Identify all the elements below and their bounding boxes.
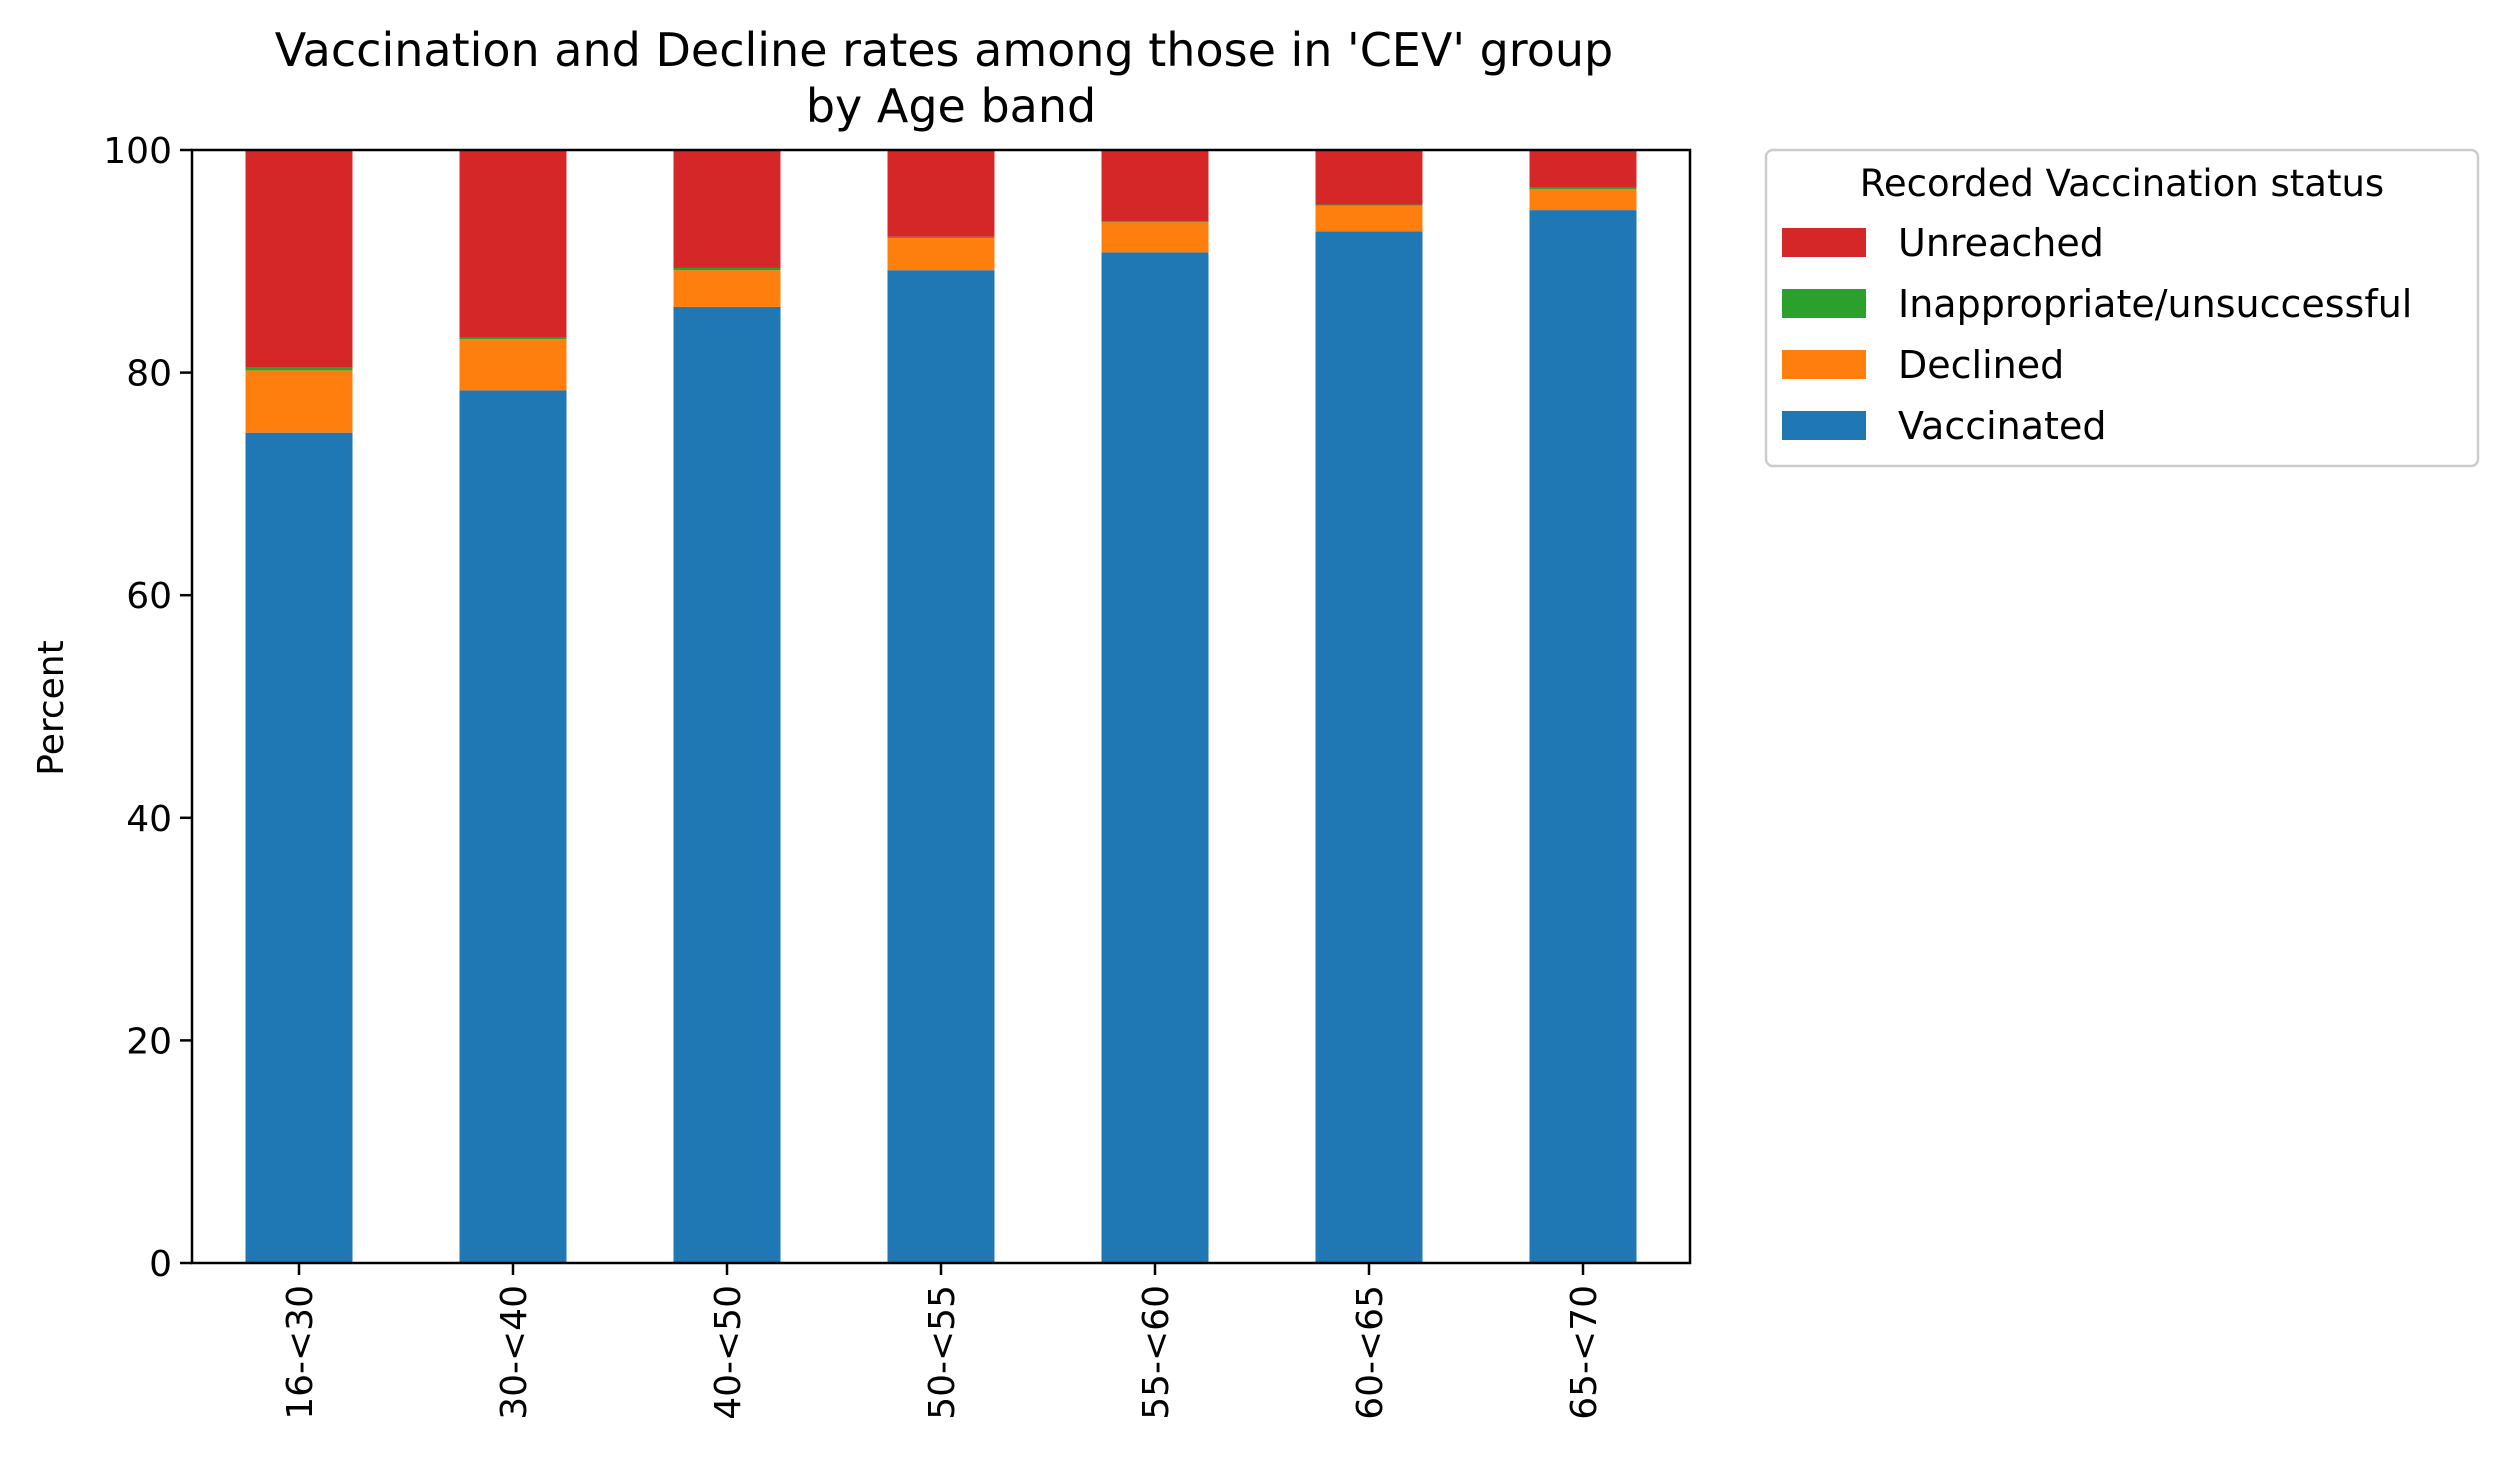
- y-tick-label: 60: [126, 576, 172, 617]
- bar-inappropriate-unsuccessful-40-50: [673, 267, 781, 271]
- y-tick-label: 100: [103, 131, 172, 172]
- bar-declined-50-55: [887, 237, 995, 271]
- legend-swatch-inappropriate-unsuccessful: [1782, 289, 1866, 318]
- bar-inappropriate-unsuccessful-55-60: [1101, 221, 1209, 223]
- bar-inappropriate-unsuccessful-30-40: [459, 336, 567, 340]
- bars-layer: [245, 150, 1637, 1264]
- chart-subtitle: by Age band: [806, 79, 1096, 133]
- bar-vaccinated-50-55: [887, 270, 995, 1264]
- y-tick-label: 20: [126, 1021, 172, 1062]
- chart-title: Vaccination and Decline rates among thos…: [275, 23, 1613, 77]
- bar-unreached-40-50: [673, 150, 781, 268]
- bar-unreached-30-40: [459, 150, 567, 337]
- bar-vaccinated-65-70: [1529, 210, 1637, 1263]
- plot-frame: [190, 148, 1692, 1265]
- legend: Recorded Vaccination status Unreached Ina…: [1764, 148, 2480, 468]
- bar-declined-16-30: [245, 370, 353, 433]
- bar-unreached-60-65: [1315, 150, 1423, 205]
- bar-inappropriate-unsuccessful-16-30: [245, 367, 353, 371]
- x-tick-label: 55-<60: [1136, 1285, 1177, 1420]
- bar-unreached-50-55: [887, 150, 995, 237]
- bar-declined-60-65: [1315, 205, 1423, 232]
- x-tick-label: 65-<70: [1564, 1285, 1605, 1420]
- x-axis-ticks: 16-<30 30-<40 40-<50 50-<55 55-<60 60-<65 65-<…: [280, 1263, 1605, 1420]
- bar-inappropriate-unsuccessful-50-55: [887, 236, 995, 238]
- legend-frame: [1764, 148, 2480, 468]
- x-tick-label: 50-<55: [922, 1285, 963, 1420]
- legend-label-declined: Declined: [1898, 343, 2064, 387]
- legend-title: Recorded Vaccination status: [1860, 162, 2384, 205]
- bar-vaccinated-30-40: [459, 390, 567, 1264]
- bar-declined-65-70: [1529, 188, 1637, 211]
- y-axis-ticks: 0 20 40 60 80 100: [103, 131, 192, 1285]
- bar-vaccinated-16-30: [245, 432, 353, 1263]
- bar-unreached-16-30: [245, 150, 353, 368]
- legend-label-inappropriate-unsuccessful: Inappropriate/unsuccessful: [1898, 282, 2412, 326]
- bar-declined-55-60: [1101, 222, 1209, 253]
- bar-inappropriate-unsuccessful-65-70: [1529, 187, 1637, 189]
- y-axis-label: Percent: [31, 640, 72, 775]
- bar-declined-40-50: [673, 270, 781, 307]
- legend-label-vaccinated: Vaccinated: [1898, 404, 2106, 448]
- y-tick-label: 40: [126, 799, 172, 840]
- legend-items: Unreached Inappropriate/unsuccessful Decli…: [1782, 221, 2412, 448]
- bar-declined-30-40: [459, 339, 567, 391]
- y-tick-label: 80: [126, 354, 172, 395]
- x-tick-label: 30-<40: [494, 1285, 535, 1420]
- legend-swatch-vaccinated: [1782, 411, 1866, 440]
- bar-unreached-55-60: [1101, 150, 1209, 222]
- x-tick-label: 60-<65: [1350, 1285, 1391, 1420]
- bar-vaccinated-55-60: [1101, 252, 1209, 1263]
- legend-label-unreached: Unreached: [1898, 221, 2104, 265]
- legend-swatch-declined: [1782, 350, 1866, 379]
- bar-inappropriate-unsuccessful-60-65: [1315, 204, 1423, 206]
- bar-unreached-65-70: [1529, 150, 1637, 188]
- legend-swatch-unreached: [1782, 228, 1866, 257]
- y-tick-label: 0: [149, 1244, 172, 1285]
- x-tick-label: 16-<30: [280, 1285, 321, 1420]
- bar-vaccinated-40-50: [673, 306, 781, 1264]
- x-tick-label: 40-<50: [708, 1285, 749, 1420]
- bar-vaccinated-60-65: [1315, 231, 1423, 1263]
